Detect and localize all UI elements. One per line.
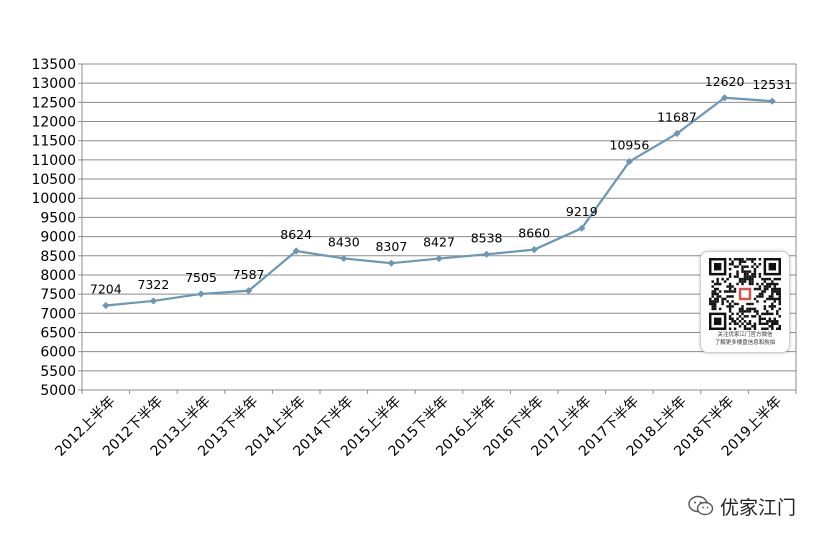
brand-logo: 优家江门 — [688, 492, 796, 520]
data-point — [673, 129, 681, 138]
data-label: 7505 — [185, 270, 217, 285]
data-label: 8430 — [328, 234, 360, 249]
y-tick-label: 6500 — [40, 325, 76, 341]
data-label: 8538 — [471, 230, 503, 245]
y-tick-label: 11000 — [31, 153, 76, 169]
y-tick-label: 9500 — [40, 210, 76, 226]
data-label: 7587 — [233, 267, 265, 282]
y-tick-label: 5500 — [40, 364, 76, 380]
qr-card: 关注优家江门官方微信 了解更多楼盘信息和航拍 — [700, 251, 790, 353]
y-tick-label: 6000 — [40, 345, 76, 361]
data-point — [721, 94, 729, 102]
y-tick-label: 12500 — [31, 95, 76, 111]
data-point — [340, 254, 348, 263]
data-point — [197, 290, 205, 298]
y-tick-label: 10500 — [31, 172, 76, 188]
qr-code-icon — [709, 258, 781, 330]
y-tick-label: 13500 — [31, 57, 76, 73]
data-point — [387, 259, 395, 267]
y-tick-label: 7500 — [40, 287, 76, 303]
y-tick-label: 9000 — [40, 230, 76, 246]
y-tick-label: 8500 — [40, 249, 76, 265]
y-tick-label: 12000 — [31, 115, 76, 131]
wechat-icon — [688, 495, 714, 516]
series — [102, 94, 776, 310]
y-tick-label: 11500 — [31, 134, 76, 150]
y-tick-labels: 5000 5500 6000 6500 7000 7500 8000 8500 9000 9500… — [31, 57, 76, 399]
data-point — [530, 246, 538, 254]
data-label: 12531 — [752, 77, 792, 92]
data-label: 9219 — [566, 204, 598, 219]
data-label: 8307 — [375, 239, 407, 254]
data-label: 7204 — [90, 281, 122, 296]
data-point — [149, 297, 157, 305]
data-labels: 7204 7322 7505 7587 8624 8430 8307 8427 8538 8660… — [90, 74, 792, 297]
data-label: 11687 — [657, 110, 697, 125]
y-tick-label: 5000 — [40, 383, 76, 399]
qr-caption-line2: 了解更多楼盘信息和航拍 — [714, 340, 776, 346]
data-point — [625, 157, 633, 166]
data-label: 7322 — [137, 277, 169, 292]
y-tick-label: 8000 — [40, 268, 76, 284]
data-point — [483, 250, 491, 258]
y-tick-label: 13000 — [31, 76, 76, 92]
qr-caption-line1: 关注优家江门官方微信 — [717, 332, 773, 338]
y-tick-label: 7000 — [40, 306, 76, 322]
data-point — [102, 301, 110, 310]
data-label: 8660 — [518, 226, 550, 241]
data-point — [435, 254, 443, 263]
y-tick-label: 10000 — [31, 191, 76, 207]
data-label: 12620 — [705, 74, 745, 89]
brand-name: 优家江门 — [720, 496, 797, 519]
data-label: 10956 — [610, 138, 650, 153]
data-point — [768, 97, 776, 105]
data-point — [578, 224, 586, 232]
data-point — [245, 287, 253, 295]
x-tick-labels: 2012上半年2012下半年2013上半年2013下半年2014上半年2014下… — [52, 394, 785, 460]
data-point — [292, 247, 300, 255]
axes — [78, 63, 797, 394]
data-label: 8624 — [280, 227, 312, 242]
data-label: 8427 — [423, 235, 455, 250]
